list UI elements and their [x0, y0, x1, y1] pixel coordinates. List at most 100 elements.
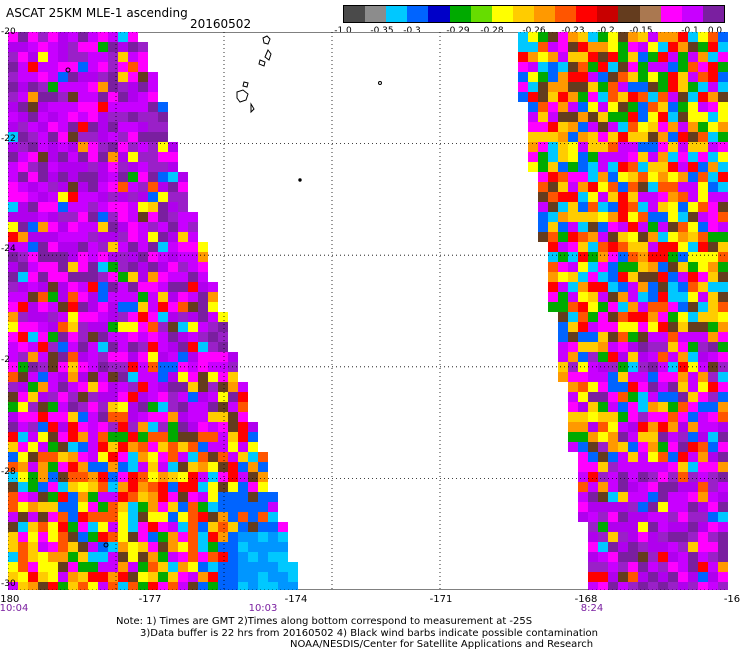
data-cell — [118, 442, 128, 452]
data-cell — [688, 322, 698, 332]
data-cell — [638, 272, 648, 282]
data-cell — [148, 302, 158, 312]
data-cell — [118, 272, 128, 282]
data-cell — [638, 452, 648, 462]
data-cell — [588, 392, 598, 402]
data-cell — [628, 492, 638, 502]
data-cell — [198, 482, 208, 492]
data-cell — [118, 472, 128, 482]
data-cell — [78, 72, 88, 82]
data-cell — [148, 462, 158, 472]
data-cell — [148, 442, 158, 452]
data-cell — [148, 242, 158, 252]
data-cell — [648, 122, 658, 132]
data-cell — [618, 42, 628, 52]
data-cell — [618, 162, 628, 172]
data-cell — [38, 62, 48, 72]
data-cell — [208, 332, 218, 342]
data-cell — [588, 382, 598, 392]
data-cell — [108, 252, 118, 262]
data-cell — [78, 462, 88, 472]
data-cell — [658, 532, 668, 542]
data-cell — [668, 172, 678, 182]
data-cell — [128, 582, 138, 590]
data-cell — [718, 222, 728, 232]
data-cell — [708, 342, 718, 352]
data-cell — [648, 532, 658, 542]
data-cell — [178, 582, 188, 590]
data-cell — [688, 42, 698, 52]
data-cell — [668, 272, 678, 282]
data-cell — [48, 342, 58, 352]
data-cell — [558, 232, 568, 242]
data-cell — [218, 342, 228, 352]
data-cell — [138, 542, 148, 552]
data-cell — [648, 232, 658, 242]
data-cell — [548, 242, 558, 252]
data-cell — [628, 522, 638, 532]
data-cell — [138, 522, 148, 532]
data-cell — [38, 532, 48, 542]
data-cell — [588, 552, 598, 562]
data-cell — [588, 232, 598, 242]
colorbar-swatch — [660, 6, 682, 22]
data-cell — [708, 502, 718, 512]
data-cell — [578, 122, 588, 132]
data-cell — [188, 352, 198, 362]
data-cell — [98, 462, 108, 472]
data-cell — [588, 562, 598, 572]
data-cell — [148, 502, 158, 512]
data-cell — [48, 62, 58, 72]
data-cell — [58, 302, 68, 312]
data-cell — [138, 232, 148, 242]
data-cell — [78, 292, 88, 302]
data-cell — [568, 122, 578, 132]
data-cell — [718, 122, 728, 132]
data-cell — [688, 552, 698, 562]
data-cell — [158, 542, 168, 552]
data-cell — [688, 422, 698, 432]
data-cell — [128, 442, 138, 452]
data-cell — [138, 152, 148, 162]
data-cell — [78, 542, 88, 552]
data-cell — [68, 262, 78, 272]
data-cell — [538, 202, 548, 212]
data-cell — [618, 362, 628, 372]
data-cell — [668, 342, 678, 352]
data-cell — [148, 482, 158, 492]
data-cell — [568, 272, 578, 282]
data-cell — [88, 442, 98, 452]
data-cell — [628, 352, 638, 362]
data-cell — [178, 462, 188, 472]
data-cell — [8, 272, 18, 282]
data-cell — [138, 182, 148, 192]
data-cell — [138, 392, 148, 402]
data-cell — [48, 252, 58, 262]
data-cell — [178, 492, 188, 502]
data-cell — [138, 222, 148, 232]
data-cell — [558, 222, 568, 232]
data-cell — [698, 542, 708, 552]
data-cell — [68, 142, 78, 152]
data-cell — [608, 122, 618, 132]
data-cell — [658, 512, 668, 522]
data-cell — [118, 262, 128, 272]
data-cell — [608, 302, 618, 312]
data-cell — [608, 42, 618, 52]
data-cell — [8, 382, 18, 392]
data-cell — [108, 132, 118, 142]
data-cell — [118, 292, 128, 302]
data-cell — [148, 172, 158, 182]
data-cell — [108, 62, 118, 72]
data-cell — [628, 222, 638, 232]
data-cell — [88, 422, 98, 432]
data-cell — [168, 202, 178, 212]
data-cell — [568, 102, 578, 112]
data-cell — [238, 422, 248, 432]
data-cell — [658, 292, 668, 302]
data-cell — [108, 462, 118, 472]
data-cell — [618, 82, 628, 92]
data-cell — [138, 102, 148, 112]
data-cell — [628, 32, 638, 42]
data-cell — [78, 582, 88, 590]
